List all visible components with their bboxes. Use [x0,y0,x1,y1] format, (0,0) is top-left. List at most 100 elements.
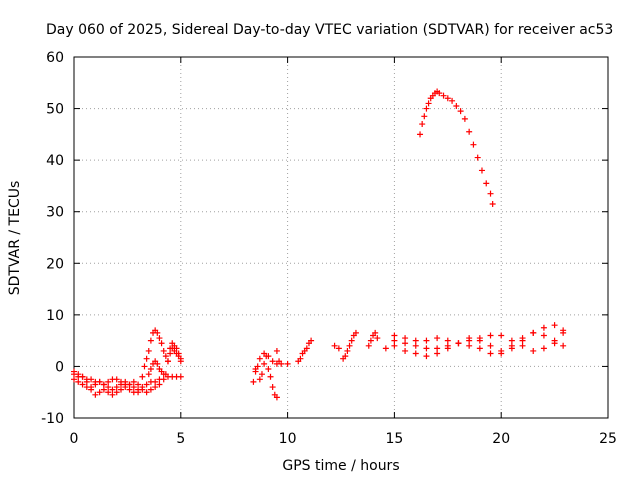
data-point [434,345,441,352]
data-point [421,113,428,120]
data-point [269,358,276,365]
y-tick-label: 20 [46,256,64,272]
data-point [297,355,304,362]
data-point [160,376,167,383]
data-point [444,337,451,344]
data-point [540,324,547,331]
data-point [412,342,419,349]
data-point [109,386,116,393]
data-point [530,347,537,354]
x-tick-label: 5 [176,431,185,447]
data-point [261,350,268,357]
data-point [88,376,95,383]
data-point [303,345,310,352]
data-point [92,391,99,398]
data-point [466,342,473,349]
data-point [258,371,265,378]
data-point [444,95,451,102]
axis-ticks [73,56,609,419]
data-point [147,366,154,373]
data-point [256,355,263,362]
data-point [519,335,526,342]
data-point [117,386,124,393]
data-point [423,105,430,112]
data-point [252,366,259,373]
data-point [466,128,473,135]
data-point [551,322,558,329]
data-point [105,384,112,391]
data-point [154,329,161,336]
data-point [139,373,146,380]
data-point [130,378,137,385]
data-point [145,347,152,354]
data-point [273,394,280,401]
y-tick-label: 40 [46,153,64,169]
data-point [105,389,112,396]
series-seg-f [250,347,283,401]
data-point [417,131,424,138]
data-point [483,180,490,187]
data-point [453,102,460,109]
plot-frame [73,56,609,419]
data-point [423,345,430,352]
data-point [71,376,77,383]
x-tick-labels: 0 5 10 15 20 25 [70,431,617,447]
data-point [147,386,154,393]
data-point [382,345,389,352]
series-seg-e [145,345,184,378]
data-point [367,337,374,344]
data-point [113,384,120,391]
y-tick-label: 0 [55,359,64,375]
data-point [96,378,103,385]
data-point [135,389,142,396]
data-point [75,378,82,385]
data-point [105,378,112,385]
data-point [498,350,505,357]
data-point [489,200,496,207]
data-point [113,376,120,383]
data-point [261,360,268,367]
y-tick-label: 30 [46,205,64,221]
y-tick-labels: -10 0 10 20 30 40 50 60 [41,50,64,427]
data-point [113,389,120,396]
data-point [156,335,163,342]
data-point [278,360,285,367]
data-point [530,329,537,336]
data-point [551,340,558,347]
data-point [162,353,169,360]
data-point [412,337,419,344]
data-point [412,350,419,357]
data-point [402,340,409,347]
data-point [374,335,381,342]
data-point [75,371,82,378]
data-point [139,386,146,393]
data-point [476,335,483,342]
x-axis-label: GPS time / hours [282,458,399,474]
data-point [372,329,379,336]
data-point [419,121,426,128]
data-point [152,378,159,385]
data-point [88,386,95,393]
data-point [466,337,473,344]
data-point [434,335,441,342]
y-axis-label: SDTVAR / TECUs [7,181,23,296]
data-point [434,350,441,357]
y-tick-label: -10 [41,411,64,427]
data-point [560,342,567,349]
data-point [560,329,567,336]
data-point [96,389,103,396]
y-tick-label: 10 [46,308,64,324]
data-point [83,378,90,385]
data-point [352,329,359,336]
series-seg-i [391,329,567,357]
data-point [440,92,447,99]
x-tick-label: 0 [70,431,79,447]
data-point [308,337,315,344]
data-point [265,366,272,373]
data-point [152,384,159,391]
data-point [143,389,150,396]
data-point [79,373,86,380]
data-point [79,381,86,388]
data-point [449,97,456,104]
x-tick-label: 15 [385,431,403,447]
